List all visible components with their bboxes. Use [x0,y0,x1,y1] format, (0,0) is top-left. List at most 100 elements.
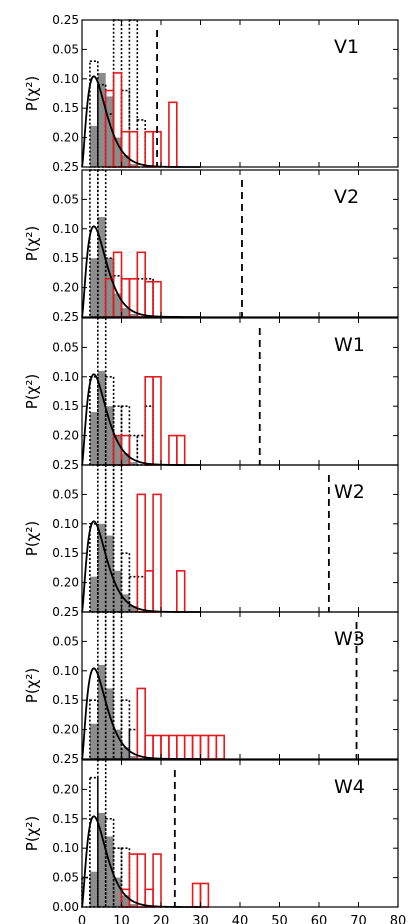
gray-histogram-bar [89,412,98,465]
gray-histogram-bar [121,594,130,612]
panel-label: V1 [334,36,359,58]
gray-histogram-bar [105,258,114,317]
y-tick-label: 0.20 [52,723,79,737]
dotted-histogram-bar [112,847,123,908]
gray-histogram-bar [89,871,98,907]
panel-label: V2 [334,186,359,208]
panel-label: W3 [334,628,365,650]
gray-histogram-bar [121,308,130,317]
gray-histogram-bar [97,812,106,907]
gray-histogram-bar [121,895,130,907]
gray-histogram-bar [105,688,114,759]
red-histogram-bar [144,375,154,466]
y-tick-label: 0.20 [52,782,79,796]
gray-histogram-bar [97,370,106,465]
y-tick-label: 0.20 [52,429,79,443]
panel-w4: W4 0.00 0.05 0.10 0.15 0.20 P(χ²) [23,759,399,914]
red-histogram-bar [168,434,178,466]
y-axis-label: P(χ²) [23,668,41,703]
gray-histogram-bar [97,72,106,167]
y-tick-label: 0.05 [52,192,79,206]
y-tick-label: 0.10 [52,72,79,86]
red-histogram-bar [176,734,186,760]
dotted-histogram-bar [136,119,147,168]
red-histogram-bar [136,687,147,760]
red-histogram-bar [136,251,147,318]
gray-histogram-bar [113,435,122,465]
gray-histogram-bar [129,462,138,465]
gray-histogram-bar [129,164,138,167]
x-tick-label: 30 [192,914,209,924]
gray-histogram-bar [113,729,122,759]
y-tick-label: 0.15 [52,251,79,265]
red-histogram-bar [144,888,154,908]
red-histogram-bar [152,734,162,760]
red-histogram-bar [136,853,147,908]
panel-label: W1 [334,334,365,356]
y-tick-label: 0.25 [52,752,79,766]
y-tick-label: 0.20 [52,131,79,145]
gray-histogram-bar [129,756,138,759]
y-tick-label: 0.10 [52,222,79,236]
gray-histogram-bar [97,217,106,317]
red-histogram-bar [207,734,218,760]
x-tick-label: 0 [78,914,86,924]
y-tick-label: 0.15 [52,101,79,115]
panel-w3: W3 0.25 0.20 0.15 0.10 0.05 P(χ²) [23,611,399,766]
y-tick-label: 0.15 [52,546,79,560]
red-histogram-bar [152,493,162,613]
dotted-histogram-bar [144,277,154,318]
red-histogram-bar [144,570,154,613]
panel-w2: W2 0.25 0.20 0.15 0.10 0.05 P(χ²) [23,464,399,619]
dotted-histogram-bar [112,464,123,613]
y-axis-label: P(χ²) [23,374,41,409]
y-tick-label: 0.05 [52,487,79,501]
y-tick-label: 0.25 [52,310,79,324]
y-tick-label: 0.25 [52,458,79,472]
dotted-histogram-bar [144,405,154,466]
y-tick-label: 0.05 [52,42,79,56]
red-histogram-bar [191,882,202,908]
red-histogram-bar [176,434,186,466]
y-tick-label: 0.10 [52,664,79,678]
red-histogram-bar [199,882,210,908]
red-histogram-bar [199,734,210,760]
panel-w1: W1 0.25 0.20 0.15 0.10 0.05 P(χ²) [23,317,399,472]
red-histogram-bar [152,130,162,168]
gray-histogram-bar [105,406,114,465]
dotted-histogram-bar [128,19,139,168]
red-histogram-bar [183,734,194,760]
x-tick-label: 60 [311,914,328,924]
gray-histogram-bar [113,877,122,907]
y-axis-label: P(χ²) [23,226,41,261]
y-tick-label: 0.15 [52,812,79,826]
y-tick-label: 0.25 [52,13,79,27]
y-tick-label: 0.15 [52,399,79,413]
y-tick-label: 0.15 [52,693,79,707]
gray-histogram-bar [129,904,138,907]
red-histogram-bar [176,570,186,613]
panel-label: W2 [334,481,365,503]
red-histogram-bar [168,101,178,168]
red-histogram-bar [152,375,162,466]
gray-histogram-bar [121,155,130,167]
red-histogram-bar [215,734,226,760]
gray-histogram-bar [97,664,106,759]
panel-v1: V1 0.25 0.20 0.15 0.10 0.05 0.25 P(χ²) [23,13,399,174]
y-tick-label: 0.10 [52,841,79,855]
dotted-histogram-bar [136,434,147,466]
gray-histogram-bar [105,836,114,907]
red-histogram-bar [160,734,170,760]
gray-histogram-bar [121,453,130,465]
gray-histogram-bar [89,723,98,759]
dotted-histogram-bar [136,277,147,318]
red-histogram-bar [168,734,178,760]
gray-histogram-bar [97,523,106,612]
red-histogram-bar [191,734,202,760]
red-histogram-bar [136,493,147,613]
y-tick-label: 0.25 [52,160,79,174]
gray-histogram-bar [129,606,138,612]
x-tick-label: 20 [153,914,170,924]
red-histogram-bar [152,280,162,318]
